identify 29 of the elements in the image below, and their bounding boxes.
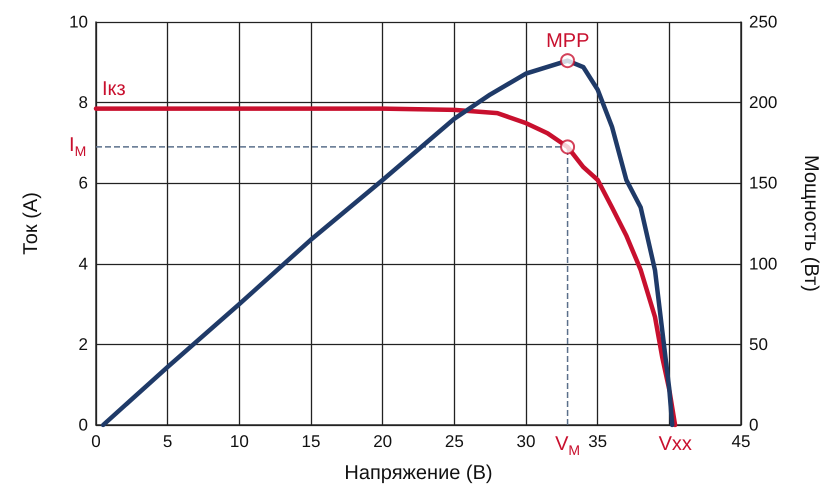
y2-tick-label: 0	[749, 416, 758, 434]
y-tick-label: 0	[78, 416, 88, 434]
x-tick-label: 0	[91, 432, 101, 451]
y2-tick-label: 250	[749, 12, 778, 32]
y-tick-label: 6	[78, 174, 88, 193]
y2-tick-label: 100	[749, 254, 778, 274]
y2-tick-label: 200	[749, 93, 778, 112]
y2-tick-label: 50	[749, 334, 768, 354]
annotation: Vxx	[658, 433, 692, 455]
y-tick-label: 10	[69, 12, 88, 32]
x-tick-label: 35	[588, 432, 608, 451]
series-label: MPP	[546, 30, 590, 52]
x-tick-label: 15	[302, 432, 320, 451]
x-tick-label: 30	[516, 432, 536, 451]
x-tick-label: 25	[444, 432, 464, 451]
ref-line-label: I$_{М}$	[69, 134, 86, 160]
x-tick-label: 45	[732, 432, 750, 451]
series-label: Iкз	[102, 78, 126, 100]
x-tick-label: 5	[162, 432, 172, 451]
y2-axis-title: Мощность (Вт)	[800, 155, 822, 292]
y-tick-label: 2	[78, 334, 88, 354]
x-axis-title: Напряжение (В)	[344, 462, 493, 484]
y2-tick-label: 150	[749, 174, 778, 193]
ref-line-label: V$_{М}$	[555, 433, 580, 458]
y-tick-label: 4	[78, 254, 88, 274]
x-tick-label: 20	[373, 432, 392, 451]
x-tick-label: 10	[230, 432, 249, 451]
y-axis-title: Ток (А)	[20, 192, 42, 255]
y-tick-label: 8	[78, 93, 88, 112]
